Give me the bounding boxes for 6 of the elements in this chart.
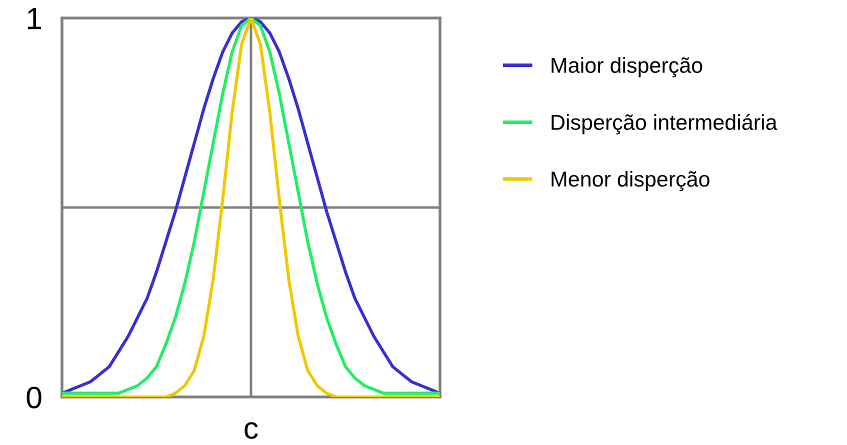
- legend-label: Disperção intermediária: [552, 114, 778, 134]
- legend-label: Menor disperção: [552, 170, 710, 192]
- x-tick-label: c: [244, 422, 258, 439]
- y-tick-label: 1: [28, 8, 42, 30]
- y-tick-label: 0: [26, 386, 42, 408]
- legend-label: Maior disperção: [552, 57, 702, 78]
